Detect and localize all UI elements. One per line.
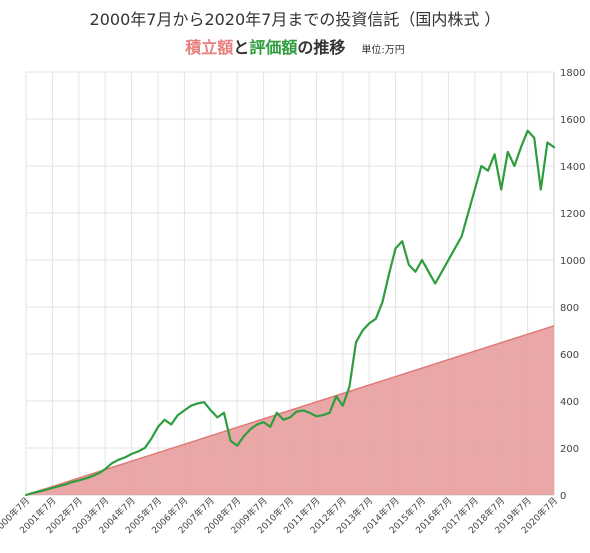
contribution-line — [25, 325, 555, 496]
y-tick-label: 1000 — [560, 256, 585, 267]
y-tick-label: 800 — [560, 303, 579, 314]
subtitle-contribution: 積立額 — [185, 38, 234, 57]
y-tick-label: 0 — [560, 491, 566, 502]
valuation-line — [24, 129, 556, 497]
subtitle-and: と — [233, 38, 250, 57]
y-tick-label: 1600 — [560, 115, 585, 126]
chart-title: 2000年7月から2020年7月までの投資信託（国内株式 ） — [89, 10, 501, 29]
y-tick-label: 200 — [560, 444, 579, 455]
unit-label: 単位:万円 — [361, 45, 405, 56]
subtitle-transition: の推移 — [297, 38, 346, 57]
y-tick-label: 1400 — [560, 162, 585, 173]
chart-subtitle: 積立額と評価額の推移 単位:万円 — [0, 34, 590, 58]
y-tick-label: 1800 — [560, 68, 585, 79]
y-tick-label: 400 — [560, 397, 579, 408]
y-tick-label: 600 — [560, 350, 579, 361]
subtitle-valuation: 評価額 — [249, 38, 298, 57]
y-tick-label: 1200 — [560, 209, 585, 220]
